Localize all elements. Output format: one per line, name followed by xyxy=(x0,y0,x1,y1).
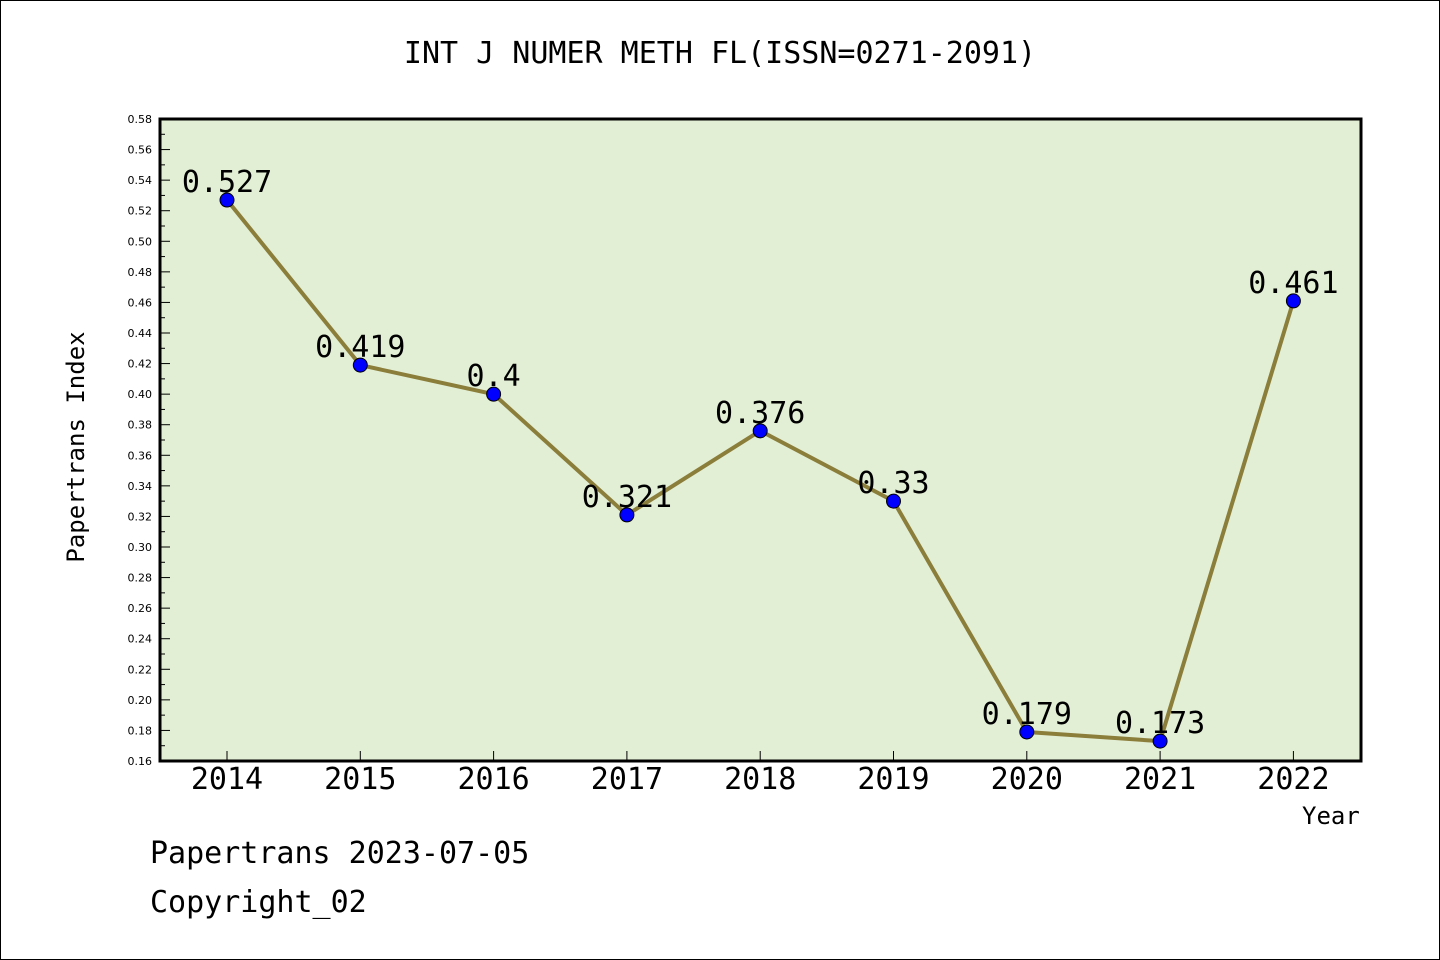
x-axis-label: Year xyxy=(1302,802,1360,830)
y-tick-label: 0.56 xyxy=(128,144,153,157)
data-label: 0.4 xyxy=(467,359,521,394)
y-tick-label: 0.24 xyxy=(128,633,153,646)
y-tick-label: 0.52 xyxy=(128,205,153,218)
y-tick-label: 0.26 xyxy=(128,602,153,615)
y-tick-label: 0.58 xyxy=(128,113,153,126)
y-tick-label: 0.40 xyxy=(128,388,153,401)
data-point xyxy=(1152,733,1168,749)
data-point xyxy=(1019,724,1035,740)
data-point xyxy=(752,423,768,439)
y-tick-label: 0.32 xyxy=(128,510,153,523)
y-tick-label: 0.44 xyxy=(128,327,153,340)
footer-copyright: Copyright_02 xyxy=(150,885,367,920)
chart-title: INT J NUMER METH FL(ISSN=0271-2091) xyxy=(403,36,1037,71)
data-point xyxy=(352,357,368,373)
y-tick-label: 0.30 xyxy=(128,541,153,554)
data-point xyxy=(886,493,901,509)
x-tick-label: 2017 xyxy=(591,762,663,797)
data-point xyxy=(1285,293,1301,309)
data-label: 0.173 xyxy=(1115,706,1205,741)
y-tick-label: 0.54 xyxy=(128,174,153,187)
y-tick-label: 0.36 xyxy=(128,449,153,462)
x-tick-label: 2022 xyxy=(1257,762,1329,797)
footer-date: Papertrans 2023-07-05 xyxy=(150,836,530,871)
y-tick-label: 0.16 xyxy=(128,755,153,768)
x-tick-label: 2019 xyxy=(857,762,929,797)
y-tick-label: 0.50 xyxy=(128,235,153,248)
data-point xyxy=(486,386,502,402)
x-tick-label: 2015 xyxy=(324,762,396,797)
y-tick-label: 0.28 xyxy=(128,572,153,585)
y-tick-label: 0.42 xyxy=(128,358,153,371)
x-tick-label: 2016 xyxy=(457,762,529,797)
data-label: 0.376 xyxy=(715,396,805,431)
data-label: 0.33 xyxy=(857,466,929,501)
x-tick-label: 2020 xyxy=(991,762,1063,797)
y-tick-label: 0.38 xyxy=(128,419,153,432)
x-tick-label: 2018 xyxy=(724,762,796,797)
data-label: 0.419 xyxy=(315,330,405,365)
x-tick-label: 2021 xyxy=(1124,762,1196,797)
data-point xyxy=(219,192,235,208)
data-label: 0.321 xyxy=(582,480,672,515)
y-tick-label: 0.22 xyxy=(128,663,153,676)
data-labels-group: 0.527 0.419 0.4 0.321 0.376 0.33 0.179 0.173 0.4… xyxy=(182,165,1339,741)
series-group xyxy=(219,192,1301,749)
y-tick-label: 0.48 xyxy=(128,266,153,279)
x-tick-label: 2014 xyxy=(191,762,263,797)
y-axis-ticks: 0.16 0.18 0.20 0.22 0.24 0.26 0.28 0.30 0.32 0.34… xyxy=(128,113,170,768)
data-label: 0.527 xyxy=(182,165,272,200)
x-axis-ticks: 2014 2015 2016 2017 2018 2019 2020 2021 2022 xyxy=(191,751,1330,797)
data-label: 0.461 xyxy=(1248,266,1338,301)
y-tick-label: 0.20 xyxy=(128,694,153,707)
data-point xyxy=(619,507,635,523)
plot-area xyxy=(158,117,1363,763)
y-tick-label: 0.34 xyxy=(128,480,153,493)
data-label: 0.179 xyxy=(982,697,1072,732)
y-tick-label: 0.18 xyxy=(128,724,153,737)
y-tick-label: 0.46 xyxy=(128,296,153,309)
